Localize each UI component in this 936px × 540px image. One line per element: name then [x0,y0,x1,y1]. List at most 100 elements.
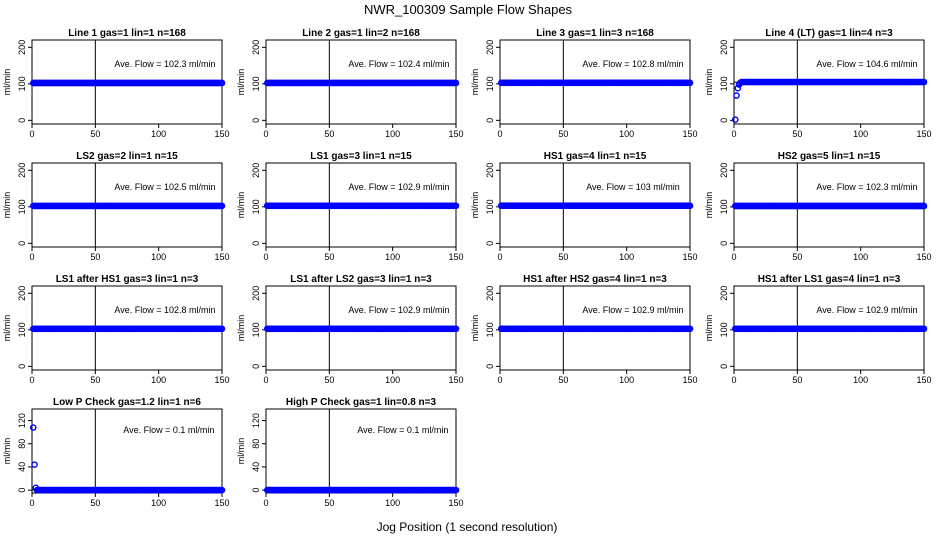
panel-4: Line 4 (LT) gas=1 lin=4 n=3 ml/min 0 50 100 1… [704,28,932,139]
x-tick-label: 150 [214,375,229,385]
x-tick-label: 150 [916,129,931,139]
x-tick-label: 100 [385,498,400,508]
x-tick-label: 0 [29,252,34,262]
data-point [218,486,226,494]
panel-title: LS1 gas=3 lin=1 n=15 [310,151,412,162]
x-tick-label: 150 [682,129,697,139]
x-tick-label: 50 [90,498,100,508]
x-tick-label: 50 [792,129,802,139]
x-tick-label: 100 [619,375,634,385]
y-tick-label: 0 [17,241,27,246]
x-tick-label: 150 [682,375,697,385]
panel-7: HS1 gas=4 lin=1 n=15 ml/min 0 50 100 150 0 100 2… [470,151,698,262]
x-tick-label: 0 [29,498,34,508]
x-tick-label: 100 [151,252,166,262]
y-tick-label: 0 [17,488,27,493]
data-point [29,424,37,431]
x-tick-label: 50 [324,252,334,262]
x-tick-label: 100 [385,129,400,139]
x-tick-label: 0 [263,498,268,508]
y-axis-label: ml/min [704,69,714,96]
y-tick-label: 0 [251,241,261,246]
panel-14: High P Check gas=1 lin=0.8 n=3 ml/min 0 50 1… [236,397,464,508]
x-tick-label: 0 [731,252,736,262]
y-tick-label: 100 [251,76,261,91]
y-tick-label: 200 [485,40,495,55]
x-tick-label: 100 [151,375,166,385]
panel-title: HS1 after LS1 gas=4 lin=1 n=3 [758,274,901,285]
y-tick-label: 100 [485,199,495,214]
average-flow-annotation: Ave. Flow = 103 ml/min [586,182,680,192]
panel-title: Line 2 gas=1 lin=2 n=168 [302,28,420,39]
panel-title: LS2 gas=2 lin=1 n=15 [76,151,178,162]
data-point [452,486,460,494]
average-flow-annotation: Ave. Flow = 102.9 ml/min [816,305,917,315]
data-point [218,325,226,333]
y-axis-label: ml/min [2,69,12,96]
panel-11: HS1 after HS2 gas=4 lin=1 n=3 ml/min 0 50 10… [470,274,698,385]
x-tick-label: 100 [853,129,868,139]
y-tick-label: 0 [485,241,495,246]
y-tick-label: 100 [485,76,495,91]
y-tick-label: 200 [485,286,495,301]
y-axis-label: ml/min [704,315,714,342]
y-tick-label: 0 [251,118,261,123]
average-flow-annotation: Ave. Flow = 102.5 ml/min [114,182,215,192]
y-tick-label: 100 [17,199,27,214]
y-tick-label: 120 [251,413,261,428]
x-tick-label: 150 [682,252,697,262]
x-tick-label: 100 [151,498,166,508]
y-tick-label: 200 [485,163,495,178]
average-flow-annotation: Ave. Flow = 0.1 ml/min [123,425,214,435]
x-tick-label: 50 [792,252,802,262]
average-flow-annotation: Ave. Flow = 102.8 ml/min [114,305,215,315]
y-tick-label: 100 [719,199,729,214]
x-tick-label: 150 [448,375,463,385]
y-tick-label: 200 [17,163,27,178]
panel-3: Line 3 gas=1 lin=3 n=168 ml/min 0 50 100 150 0… [470,28,698,139]
panel-5: LS2 gas=2 lin=1 n=15 ml/min 0 50 100 150 0 100 2… [2,151,230,262]
y-tick-label: 0 [719,118,729,123]
panel-title: HS1 gas=4 lin=1 n=15 [544,151,647,162]
average-flow-annotation: Ave. Flow = 102.8 ml/min [582,59,683,69]
y-axis-label: ml/min [2,438,12,465]
panel-8: HS2 gas=5 lin=1 n=15 ml/min 0 50 100 150 0 100 2… [704,151,932,262]
x-tick-label: 50 [90,129,100,139]
x-tick-label: 0 [497,252,502,262]
y-axis-label: ml/min [236,69,246,96]
x-tick-label: 100 [853,375,868,385]
panel-9: LS1 after HS1 gas=3 lin=1 n=3 ml/min 0 50 10… [2,274,230,385]
y-axis-label: ml/min [704,192,714,219]
x-tick-label: 150 [448,498,463,508]
data-point [920,202,928,210]
x-tick-label: 0 [29,375,34,385]
panel-title: HS1 after HS2 gas=4 lin=1 n=3 [523,274,667,285]
x-tick-label: 150 [916,252,931,262]
y-axis-label: ml/min [236,192,246,219]
average-flow-annotation: Ave. Flow = 102.9 ml/min [348,182,449,192]
data-point [686,325,694,333]
x-tick-label: 50 [324,129,334,139]
y-tick-label: 200 [719,163,729,178]
y-tick-label: 200 [719,286,729,301]
average-flow-annotation: Ave. Flow = 0.1 ml/min [357,425,448,435]
x-tick-label: 100 [619,252,634,262]
y-tick-label: 40 [251,462,261,472]
x-tick-label: 0 [263,252,268,262]
y-tick-label: 200 [17,286,27,301]
data-point [920,78,928,86]
x-tick-label: 0 [263,375,268,385]
y-tick-label: 0 [251,364,261,369]
y-tick-label: 100 [251,322,261,337]
y-tick-label: 80 [17,439,27,449]
x-tick-label: 50 [558,129,568,139]
x-tick-label: 50 [792,375,802,385]
x-tick-label: 150 [214,498,229,508]
x-tick-label: 50 [90,252,100,262]
data-point [686,79,694,87]
y-tick-label: 0 [719,364,729,369]
x-tick-label: 50 [324,375,334,385]
data-point [31,461,38,468]
x-tick-label: 0 [29,129,34,139]
